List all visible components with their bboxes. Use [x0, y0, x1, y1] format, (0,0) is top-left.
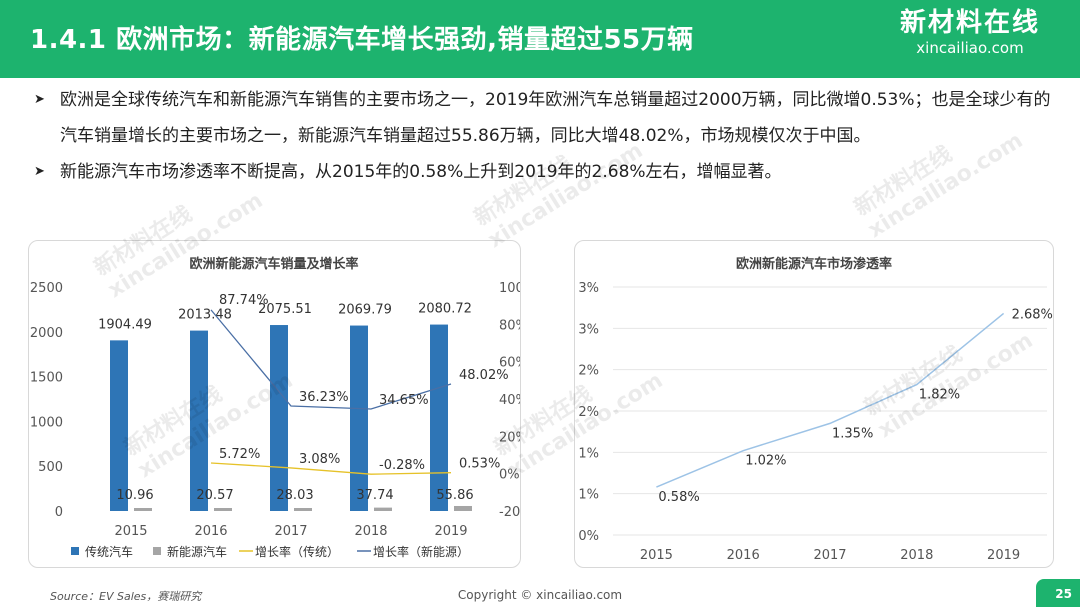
x-tick-label: 2015: [640, 548, 673, 563]
bar-traditional: [430, 324, 448, 511]
bar-data-label: 2075.51: [258, 302, 312, 317]
bar-data-label: 2069.79: [338, 303, 392, 318]
penetration-rate-chart: 欧洲新能源汽车市场渗透率 0% 1% 1% 2% 2% 3% 3% 2015 2016 2017 20…: [578, 256, 1053, 563]
y-left-tick-label: 0: [55, 505, 63, 520]
y-left-tick-label: 2000: [30, 326, 63, 341]
bullet-item: ➤ 新能源汽车市场渗透率不断提高，从2015年的0.58%上升到2019年的2.…: [34, 154, 1054, 190]
bar-data-label: 55.86: [436, 488, 473, 503]
series-line-traditional-growth: [210, 462, 452, 475]
page-number-tab: [1036, 579, 1080, 607]
bar-traditional: [270, 325, 288, 511]
bullet-list: ➤ 欧洲是全球传统汽车和新能源汽车销售的主要市场之一，2019年欧洲汽车总销量超…: [34, 82, 1054, 190]
legend-label: 传统汽车: [85, 544, 133, 559]
line-data-label: 1.82%: [919, 388, 960, 403]
source-note: Source：EV Sales，赛瑞研究: [50, 590, 202, 603]
y-tick-label: 0%: [578, 529, 599, 544]
bar-data-label: 28.03: [276, 488, 313, 503]
line-data-label: 0.53%: [459, 457, 500, 472]
y-right-tick-label: 0%: [499, 468, 520, 483]
line-data-label: 0.58%: [658, 490, 699, 505]
y-tick-label: 1%: [578, 488, 599, 503]
page-title: 1.4.1 欧洲市场：新能源汽车增长强劲,销量超过55万辆: [30, 25, 694, 55]
y-right-tick-label: -20%: [499, 505, 520, 520]
bar-nev: [134, 508, 152, 511]
bullet-arrow-icon: ➤: [34, 92, 45, 107]
x-tick-label: 2015: [114, 524, 147, 539]
page-number: 25: [1055, 587, 1072, 601]
y-right-tick-label: 100%: [499, 281, 520, 296]
line-data-label: 1.35%: [832, 426, 873, 441]
bar-nev: [294, 508, 312, 511]
bar-traditional: [350, 325, 368, 511]
penetration-chart-panel: 欧洲新能源汽车市场渗透率 0% 1% 1% 2% 2% 3% 3% 2015 2016 2017 20…: [574, 240, 1054, 568]
y-left-tick-label: 1000: [30, 415, 63, 430]
line-data-label: 5.72%: [219, 447, 260, 462]
chart-title: 欧洲新能源汽车销量及增长率: [189, 256, 358, 272]
x-tick-label: 2017: [813, 548, 846, 563]
bullet-text: 欧洲是全球传统汽车和新能源汽车销售的主要市场之一，2019年欧洲汽车总销量超过2…: [60, 90, 1051, 146]
bar-data-label: 1904.49: [98, 317, 152, 332]
y-right-tick-label: 60%: [499, 356, 520, 371]
bar-traditional: [110, 340, 128, 511]
bar-nev: [374, 507, 392, 511]
line-data-label: 3.08%: [299, 452, 340, 467]
brand-logo[interactable]: 新材料在线 xincailiao.com: [900, 6, 1040, 56]
y-tick-label: 2%: [578, 364, 599, 379]
line-data-label: 87.74%: [219, 293, 269, 308]
y-tick-label: 1%: [578, 446, 599, 461]
y-tick-label: 3%: [578, 281, 599, 296]
logo-text-cn: 新材料在线: [899, 8, 1040, 38]
legend-label: 新能源汽车: [167, 544, 227, 559]
chart-title: 欧洲新能源汽车市场渗透率: [736, 256, 892, 272]
y-right-tick-label: 20%: [499, 430, 520, 445]
copyright-text: Copyright © xincailiao.com: [457, 588, 623, 602]
x-tick-label: 2019: [434, 524, 467, 539]
x-tick-label: 2018: [900, 548, 933, 563]
bar-data-label: 37.74: [356, 488, 393, 503]
bar-data-label: 2013.48: [178, 308, 232, 323]
bar-data-label: 2080.72: [418, 302, 472, 317]
y-right-tick-label: 40%: [499, 393, 520, 408]
bar-traditional: [190, 330, 208, 511]
x-tick-label: 2017: [274, 524, 307, 539]
line-data-label: -0.28%: [379, 458, 425, 473]
line-data-label: 1.02%: [745, 454, 786, 469]
y-tick-label: 2%: [578, 405, 599, 420]
legend-label: 增长率（传统）: [255, 544, 339, 559]
bar-data-label: 20.57: [196, 488, 233, 503]
line-data-label: 2.68%: [1012, 307, 1053, 322]
x-tick-label: 2018: [354, 524, 387, 539]
y-tick-label: 3%: [578, 322, 599, 337]
y-right-tick-label: 80%: [499, 318, 520, 333]
logo-text-en: xincailiao.com: [916, 39, 1024, 57]
bar-data-label: 10.96: [116, 488, 153, 503]
x-tick-label: 2016: [727, 548, 760, 563]
bullet-item: ➤ 欧洲是全球传统汽车和新能源汽车销售的主要市场之一，2019年欧洲汽车总销量超…: [34, 82, 1054, 154]
y-left-tick-label: 1500: [30, 371, 63, 386]
series-line-nev-growth: [210, 309, 452, 410]
x-tick-label: 2019: [987, 548, 1020, 563]
x-tick-label: 2016: [194, 524, 227, 539]
legend-swatch: [153, 547, 161, 555]
y-left-tick-label: 500: [38, 460, 63, 475]
legend-label: 增长率（新能源）: [373, 544, 469, 559]
legend-swatch: [71, 547, 79, 555]
sales-chart-panel: 欧洲新能源汽车销量及增长率 0 500 1000 1500 2000 2500 -20% 0% 2…: [28, 240, 521, 568]
line-data-label: 48.02%: [459, 368, 509, 383]
title-bar: 1.4.1 欧洲市场：新能源汽车增长强劲,销量超过55万辆 新材料在线 xinc…: [0, 0, 1080, 78]
sales-growth-chart: 欧洲新能源汽车销量及增长率 0 500 1000 1500 2000 2500 -20% 0% 2…: [30, 256, 520, 559]
bar-nev: [454, 505, 472, 511]
line-data-label: 34.65%: [379, 393, 429, 408]
y-left-tick-label: 2500: [30, 281, 63, 296]
bar-nev: [214, 508, 232, 511]
bullet-text: 新能源汽车市场渗透率不断提高，从2015年的0.58%上升到2019年的2.68…: [60, 162, 782, 182]
penetration-line: [656, 312, 1005, 488]
bullet-arrow-icon: ➤: [34, 164, 45, 179]
line-data-label: 36.23%: [299, 390, 349, 405]
